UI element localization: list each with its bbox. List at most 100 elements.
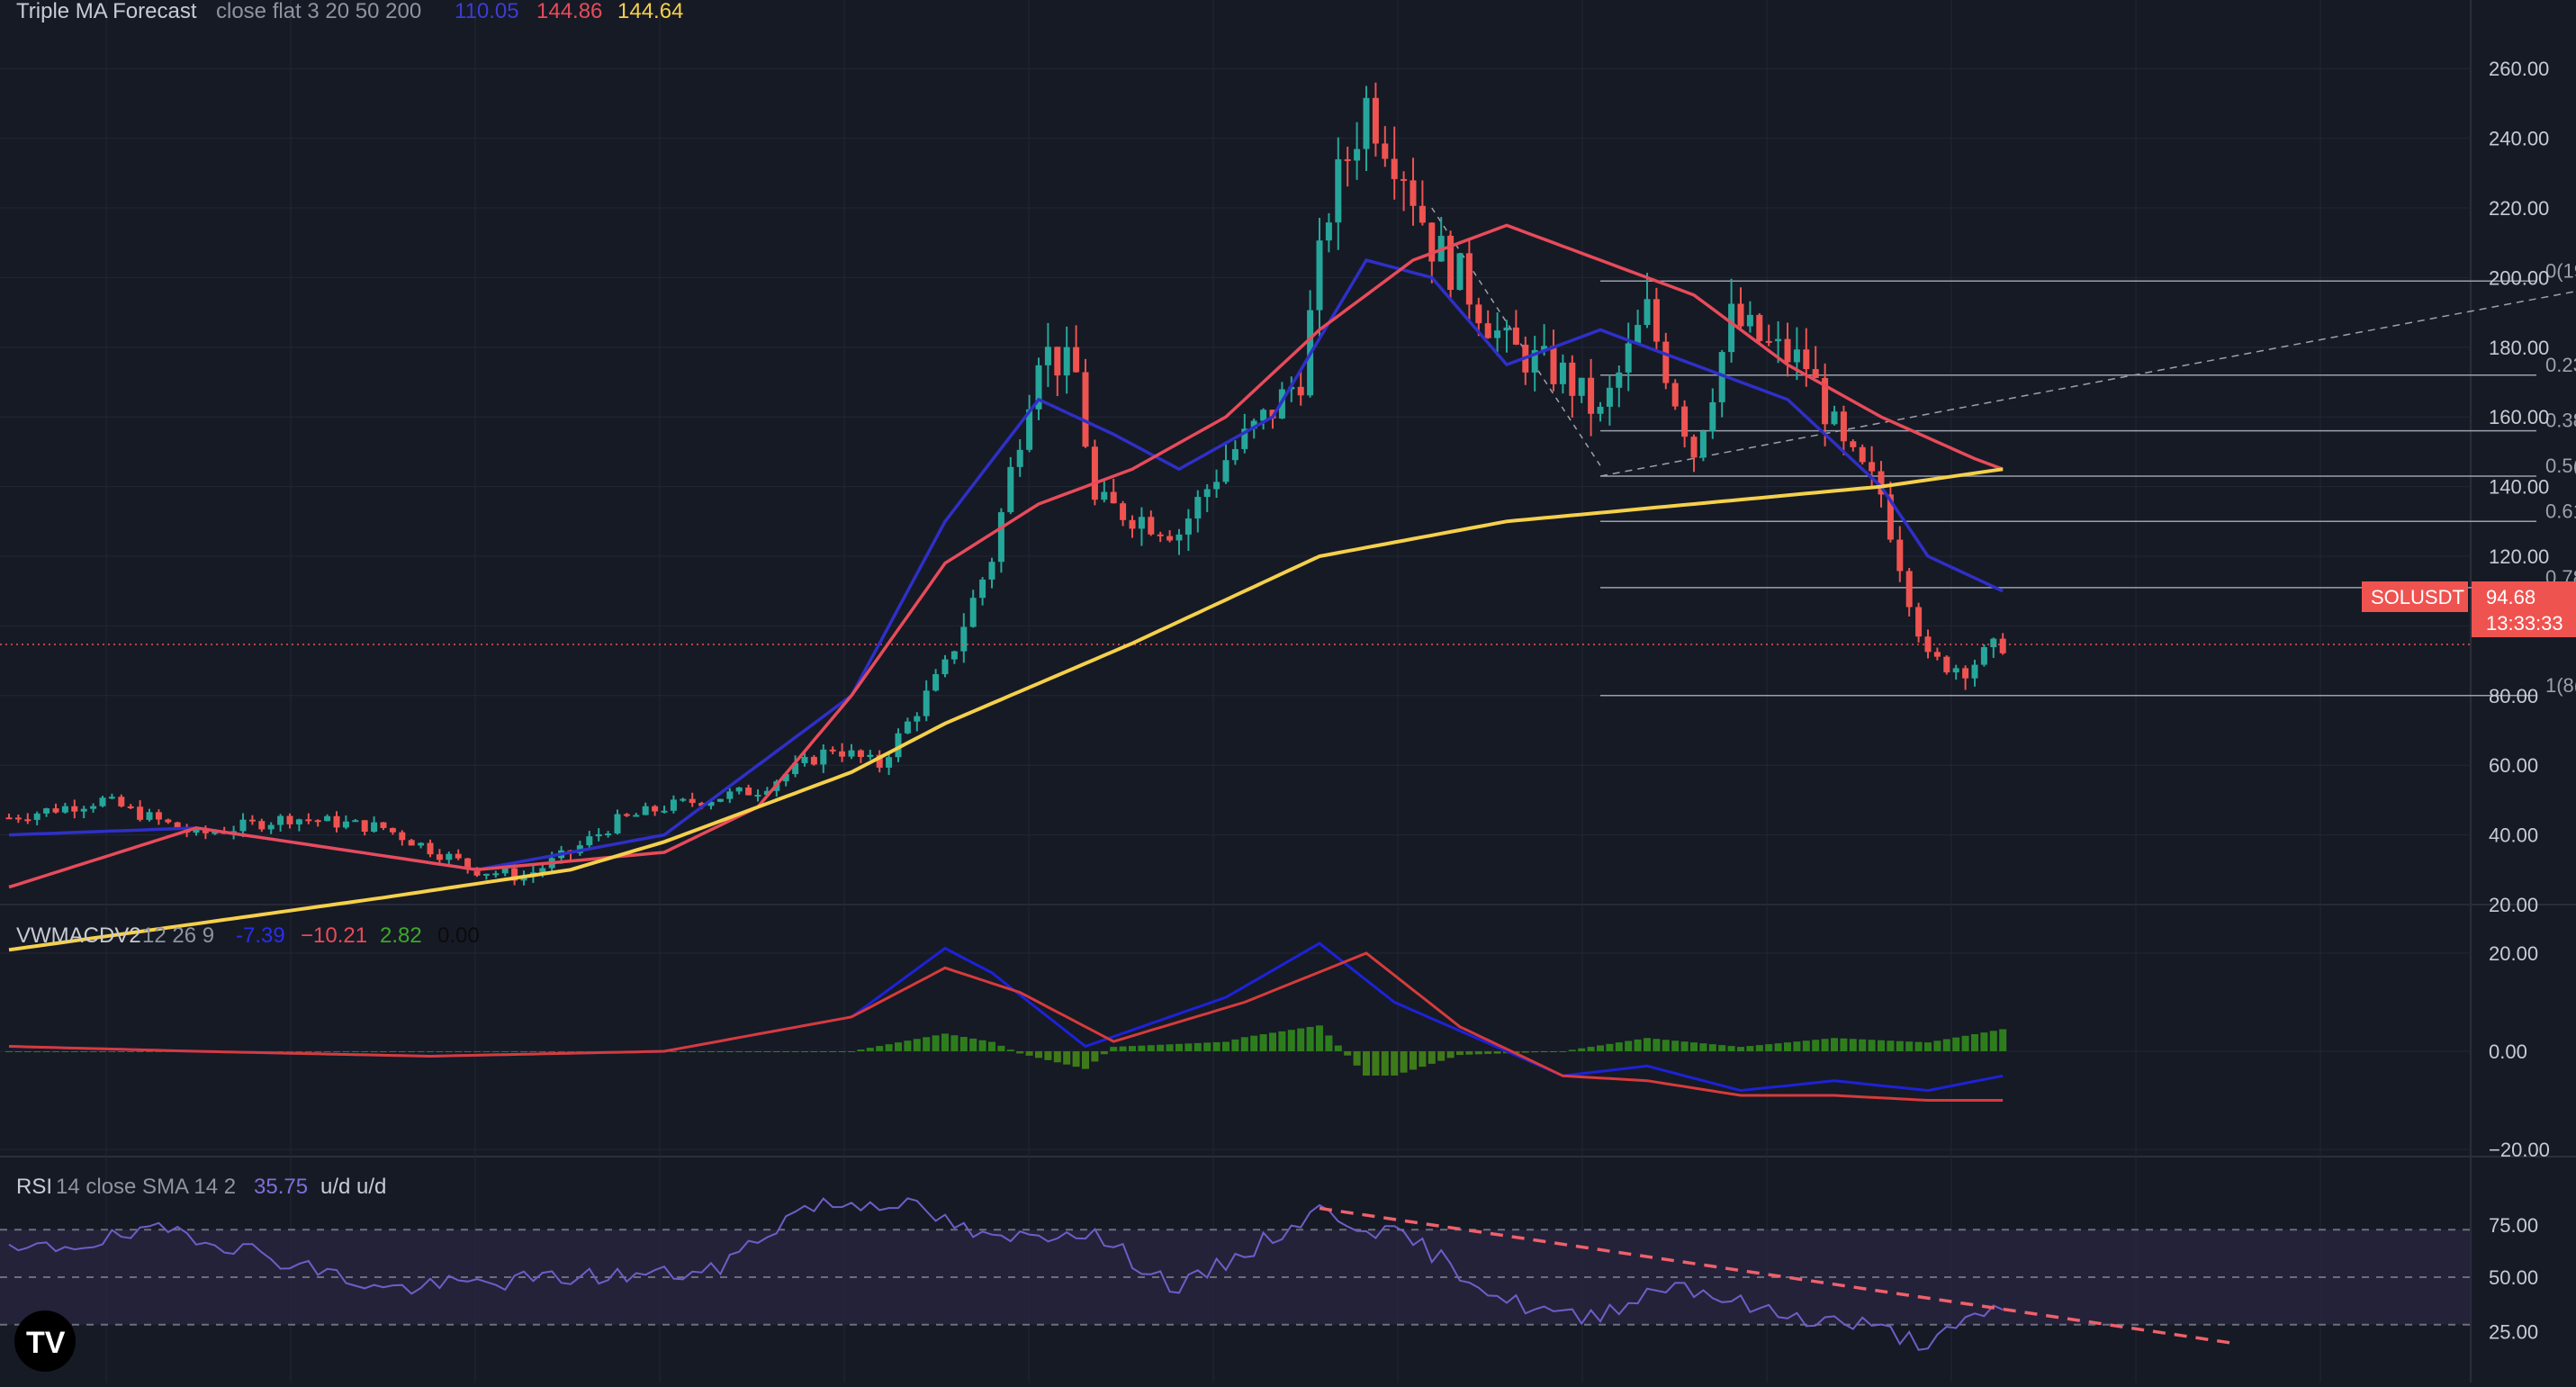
tradingview-logo[interactable]: TV xyxy=(14,1310,76,1372)
candle-body xyxy=(43,808,50,814)
candle-body xyxy=(1840,411,1847,442)
candle-body xyxy=(1681,406,1689,437)
macd-histogram-bar xyxy=(895,1042,902,1051)
macd-histogram-bar xyxy=(351,1051,359,1052)
candle-body xyxy=(33,813,41,820)
rsi-name[interactable]: RSI xyxy=(16,1175,52,1199)
candle-body xyxy=(1363,97,1370,149)
macd-histogram-bar xyxy=(314,1051,322,1052)
candle-body xyxy=(1241,428,1248,449)
candle-body xyxy=(146,812,153,820)
candle-body xyxy=(1662,341,1670,383)
macd-histogram-bar xyxy=(108,1051,116,1052)
macd-histogram-bar xyxy=(1269,1032,1276,1051)
macd-histogram-bar xyxy=(866,1048,874,1051)
macd-histogram-bar xyxy=(1044,1051,1052,1060)
macd-histogram-bar xyxy=(950,1035,959,1051)
candle-body xyxy=(1765,340,1772,343)
macd-histogram-bar xyxy=(1297,1028,1305,1051)
macd-histogram-bar xyxy=(286,1051,293,1052)
fib-level-label: 0.61 xyxy=(2545,500,2576,522)
macd-histogram-bar xyxy=(1437,1051,1446,1061)
macd-histogram-bar xyxy=(1924,1042,1932,1051)
candle-body xyxy=(1999,638,2006,653)
candle-body xyxy=(286,815,293,824)
candle-body xyxy=(1578,377,1585,396)
candle-body xyxy=(1887,494,1894,540)
price-tick-label: 200.00 xyxy=(2489,266,2549,289)
candle-body xyxy=(1382,143,1389,159)
macd-histogram-bar xyxy=(801,1051,808,1052)
macd-histogram-bar xyxy=(361,1051,369,1052)
candle-body xyxy=(155,812,162,820)
macd-name[interactable]: VWMACDV2 xyxy=(16,923,141,948)
macd-histogram-bar xyxy=(829,1051,837,1052)
candle-body xyxy=(857,750,864,758)
macd-histogram-bar xyxy=(1325,1035,1333,1051)
macd-histogram-bar xyxy=(1053,1051,1061,1063)
last-price-bg xyxy=(2472,581,2576,637)
macd-histogram-bar xyxy=(932,1035,940,1051)
candle-body xyxy=(342,821,349,828)
macd-histogram-bar xyxy=(1175,1043,1183,1051)
ma20-value: 110.05 xyxy=(455,0,519,23)
fib-retracement[interactable]: 0(190.230.380.5(0.610.781(8( xyxy=(1431,207,2576,697)
macd-histogram-bar xyxy=(1147,1045,1155,1051)
candle-body xyxy=(652,806,659,812)
macd-histogram-bar xyxy=(1166,1044,1174,1051)
symbol-label-bg xyxy=(2362,581,2468,612)
candle-body xyxy=(380,822,387,828)
macd-histogram-bar xyxy=(969,1038,977,1051)
fib-level-label: 0.5( xyxy=(2545,455,2576,477)
candle-body xyxy=(1297,386,1304,396)
price-tick-label: 160.00 xyxy=(2489,406,2549,428)
candle-body xyxy=(408,840,415,846)
macd-histogram-bar xyxy=(1240,1037,1248,1051)
macd-histogram-bar xyxy=(5,1051,13,1052)
candle-body xyxy=(436,854,443,860)
rsi-params: 14 close SMA 14 2 xyxy=(56,1175,236,1199)
price-tick-label: 20.00 xyxy=(2489,894,2538,916)
candle-body xyxy=(14,817,22,820)
macd-histogram-bar xyxy=(117,1051,125,1052)
candle-body xyxy=(941,659,949,675)
macd-histogram-bar xyxy=(538,1051,546,1052)
candle-body xyxy=(1419,205,1426,223)
candle-body xyxy=(1784,338,1791,363)
macd-histogram-bar xyxy=(1456,1051,1464,1056)
macd-histogram-bar xyxy=(464,1051,472,1052)
candle-body xyxy=(1822,377,1829,425)
macd-histogram-bar xyxy=(1203,1042,1211,1051)
macd-histogram-bar xyxy=(567,1051,574,1052)
candle-body xyxy=(1063,347,1070,376)
candle-body xyxy=(361,820,368,833)
candle-body xyxy=(1354,149,1361,161)
macd-histogram-bar xyxy=(52,1051,59,1052)
candle-body xyxy=(1203,489,1211,498)
candle-body xyxy=(988,562,995,580)
price-axis[interactable]: 260.00 240.00 220.00 200.00 180.00 160.00 140.… xyxy=(2489,58,2550,1344)
candle-body xyxy=(886,757,893,768)
candle-body xyxy=(1728,303,1735,353)
indicator-params: close flat 3 20 50 200 xyxy=(216,0,421,23)
indicator-name[interactable]: Triple MA Forecast xyxy=(16,0,197,23)
candle-body xyxy=(1222,460,1229,482)
macd-histogram-bar xyxy=(1999,1029,2007,1051)
candle-body xyxy=(1372,97,1379,144)
candle-body xyxy=(904,721,911,734)
candle-body xyxy=(950,651,958,660)
macd-histogram-bar xyxy=(1840,1038,1848,1051)
fib-level-label: 0(19 xyxy=(2545,259,2576,282)
candle-body xyxy=(1503,327,1510,331)
macd-histogram-bar xyxy=(707,1051,715,1052)
candle-body xyxy=(1325,222,1332,241)
symbol-label: SOLUSDT xyxy=(2371,586,2464,608)
candle-body xyxy=(305,819,312,822)
candle-body xyxy=(1869,462,1876,472)
candle-body xyxy=(1625,343,1632,373)
macd-histogram-bar xyxy=(1334,1045,1342,1051)
macd-histogram-bar xyxy=(772,1051,780,1052)
candle-body xyxy=(482,873,490,876)
